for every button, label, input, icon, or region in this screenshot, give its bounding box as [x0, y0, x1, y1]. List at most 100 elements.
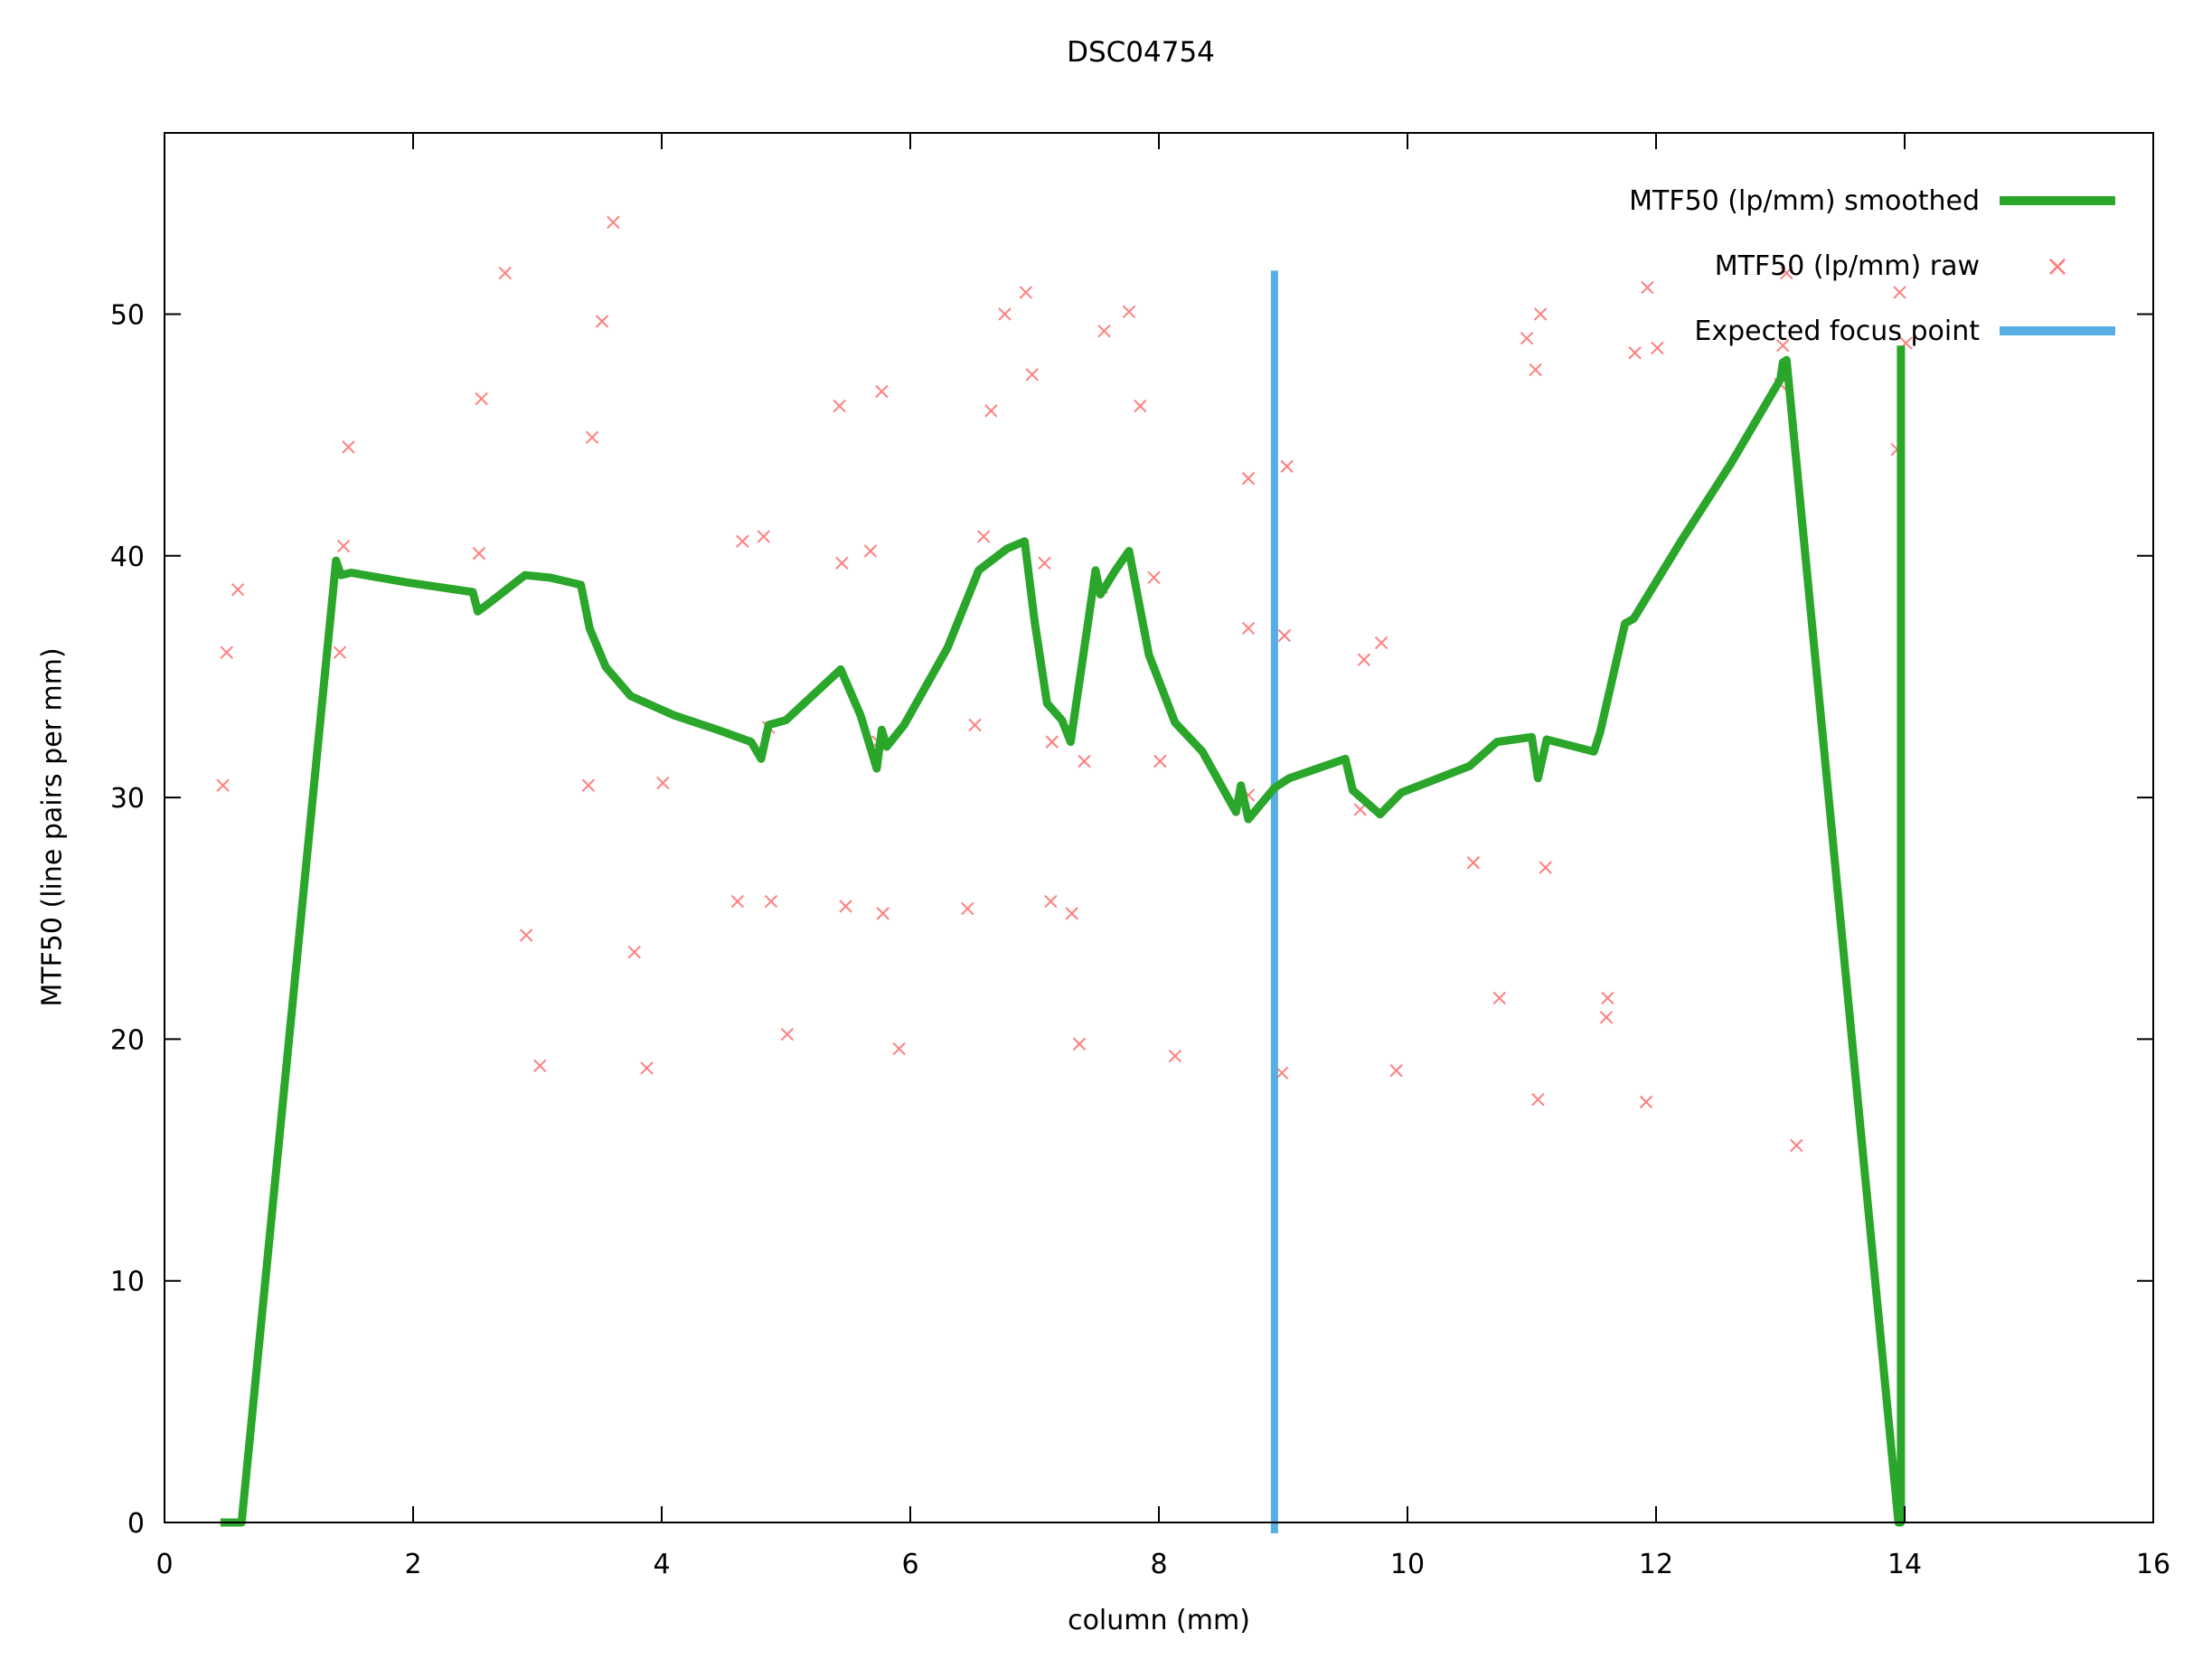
raw-point [595, 315, 609, 328]
raw-point [839, 900, 852, 913]
raw-point [1389, 1063, 1403, 1078]
legend-label-focus: Expected focus point [1694, 315, 1980, 347]
raw-point [961, 901, 974, 916]
legend-row-focus: Expected focus point [1629, 298, 2115, 363]
raw-point [627, 945, 641, 959]
raw-point [607, 215, 620, 230]
raw-point [835, 556, 849, 570]
raw-point [1044, 894, 1058, 909]
raw-point [1776, 339, 1790, 353]
raw-point [581, 778, 596, 792]
raw-point [1019, 286, 1033, 299]
raw-point [764, 894, 778, 909]
x-tick-label: 0 [155, 1549, 173, 1580]
raw-point [736, 534, 749, 548]
raw-point [757, 530, 770, 543]
raw-point [1168, 1049, 1182, 1063]
raw-point [1651, 341, 1664, 355]
chart-title: DSC04754 [1067, 36, 1215, 69]
focus-line-swatch [2000, 326, 2115, 335]
raw-point [976, 530, 991, 543]
legend: MTF50 (lp/mm) smoothed MTF50 (lp/mm) raw… [1629, 168, 2115, 363]
x-tick-label: 14 [1887, 1549, 1922, 1580]
raw-point [984, 404, 998, 418]
raw-point [780, 1027, 795, 1042]
raw-point [336, 539, 351, 553]
raw-point [1780, 266, 1793, 280]
raw-point [1628, 346, 1642, 360]
raw-point [1533, 307, 1548, 321]
x-tick-label: 6 [901, 1549, 918, 1580]
raw-point [730, 894, 745, 909]
raw-point [968, 718, 982, 732]
raw-point [1241, 621, 1256, 636]
legend-label-smoothed: MTF50 (lp/mm) smoothed [1629, 184, 1980, 217]
raw-point [1599, 1011, 1614, 1024]
raw-point [1065, 907, 1078, 920]
x-tick-label: 12 [1639, 1549, 1673, 1580]
raw-point [833, 399, 846, 413]
raw-point [1153, 754, 1167, 768]
smoothed-line-swatch [2000, 196, 2115, 205]
x-tick-label: 8 [1150, 1549, 1167, 1580]
raw-point [472, 546, 486, 561]
raw-point [1078, 754, 1091, 768]
raw-point [519, 928, 533, 942]
raw-point [1072, 1037, 1087, 1051]
raw-point [1492, 991, 1506, 1005]
raw-point [1122, 305, 1136, 319]
y-tick-label: 10 [110, 1267, 145, 1298]
raw-point [1134, 399, 1147, 413]
raw-point [1641, 280, 1654, 295]
raw-point [640, 1061, 654, 1075]
raw-point [875, 384, 889, 399]
y-tick-label: 40 [110, 542, 145, 573]
smoothed-line [220, 345, 1906, 1527]
raw-point [1539, 861, 1552, 874]
raw-point [216, 778, 230, 792]
raw-point [1520, 332, 1534, 345]
x-tick-label: 2 [404, 1549, 421, 1580]
raw-point [1025, 368, 1039, 382]
raw-point [1790, 1138, 1803, 1153]
raw-point [1466, 856, 1481, 870]
raw-point [1529, 363, 1542, 377]
raw-point [892, 1042, 906, 1056]
raw-point [498, 266, 512, 280]
raw-point [998, 307, 1012, 321]
y-tick-label: 50 [110, 299, 145, 331]
raw-point [656, 776, 670, 790]
raw-point [585, 430, 599, 445]
x-axis-label: column (mm) [1068, 1605, 1250, 1636]
raw-point [231, 582, 245, 597]
y-axis-label: MTF50 (line pairs per mm) [36, 647, 69, 1007]
y-tick-label: 20 [110, 1024, 145, 1056]
raw-point [1357, 653, 1371, 666]
legend-row-smoothed: MTF50 (lp/mm) smoothed [1629, 168, 2115, 233]
legend-row-raw: MTF50 (lp/mm) raw × [1629, 233, 2115, 298]
x-tick-label: 4 [653, 1549, 670, 1580]
raw-point [863, 544, 878, 558]
raw-point [876, 907, 890, 920]
raw-point [342, 440, 355, 454]
raw-point [1639, 1095, 1653, 1109]
raw-point [1097, 324, 1111, 338]
raw-cross-icon: × [2045, 249, 2070, 283]
raw-point [1893, 286, 1906, 299]
raw-point [1280, 459, 1294, 474]
raw-point [1601, 991, 1614, 1005]
raw-point [333, 646, 347, 659]
raw-point [1038, 556, 1051, 570]
x-tick-label: 10 [1390, 1549, 1425, 1580]
raw-point [1531, 1093, 1545, 1107]
raw-point [1374, 636, 1388, 650]
raw-point [220, 646, 233, 659]
raw-point [1147, 570, 1161, 585]
y-tick-label: 0 [127, 1508, 145, 1540]
x-tick-label: 16 [2136, 1549, 2170, 1580]
raw-point [533, 1059, 547, 1072]
raw-point [1277, 628, 1292, 643]
raw-point [475, 391, 488, 406]
